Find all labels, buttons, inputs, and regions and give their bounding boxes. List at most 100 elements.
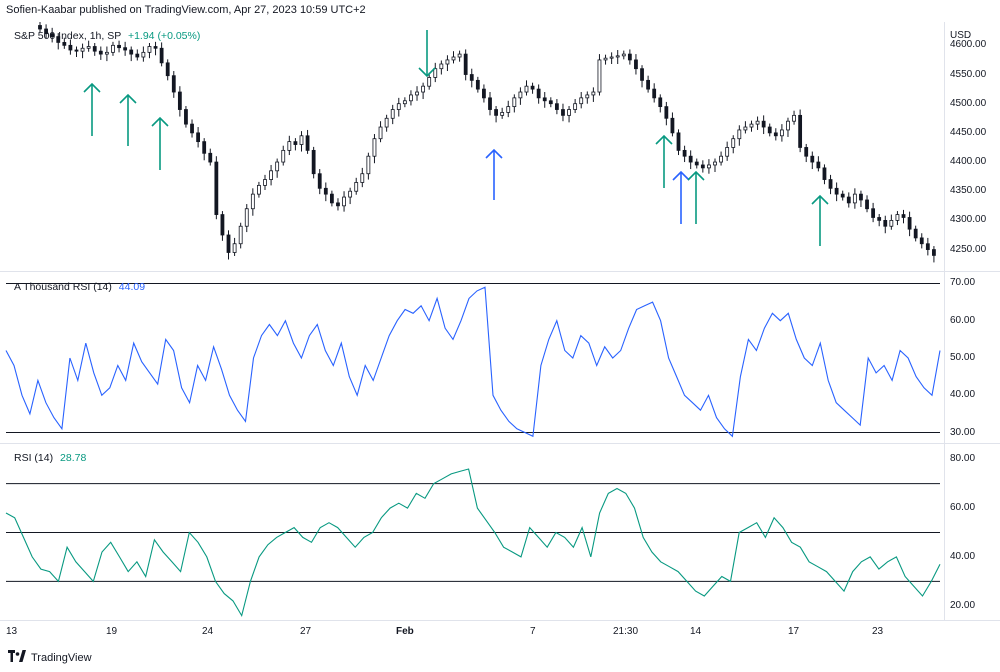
rsi-line xyxy=(5,468,941,618)
candle-body xyxy=(536,88,541,99)
candle-body xyxy=(86,46,91,49)
candle-body xyxy=(226,234,231,253)
rsi-legend-label: RSI (14) xyxy=(14,452,54,464)
candle-body xyxy=(573,103,578,110)
candle-body xyxy=(804,147,809,157)
candle-body xyxy=(396,103,401,110)
candle-body xyxy=(44,28,48,35)
candle-body xyxy=(615,55,620,58)
candle-body xyxy=(177,91,182,110)
candle-body xyxy=(323,187,328,195)
candle-body xyxy=(287,141,292,151)
candle-body xyxy=(74,49,79,52)
currency-label: USD xyxy=(950,30,972,41)
candle-body xyxy=(749,123,754,128)
candle-body xyxy=(135,53,140,58)
signal-arrow-up-icon xyxy=(687,170,705,181)
candle-body xyxy=(171,75,176,93)
y-tick-label: 4400.00 xyxy=(950,156,987,168)
candle-body xyxy=(415,91,419,96)
x-tick-label: 17 xyxy=(788,626,800,637)
candle-body xyxy=(190,123,194,134)
candle-body xyxy=(269,170,273,180)
candle-body xyxy=(700,164,705,169)
candle-body xyxy=(238,225,243,245)
y-tick-label: 4450.00 xyxy=(950,126,987,138)
candle-body xyxy=(579,97,584,105)
candle-body xyxy=(488,97,492,110)
candle-body xyxy=(196,132,201,143)
candle-body xyxy=(384,117,389,128)
candle-body xyxy=(348,190,353,198)
candle-body xyxy=(925,243,930,250)
price-legend[interactable]: S&P 500 Index, 1h, SP +1.94 (+0.05%) xyxy=(14,30,200,42)
candle-body xyxy=(378,126,383,140)
candle-body xyxy=(670,117,675,134)
candle-body xyxy=(548,100,553,105)
candle-body xyxy=(634,59,638,70)
rsi-legend[interactable]: RSI (14) 28.78 xyxy=(14,452,86,464)
candle-body xyxy=(482,88,486,99)
candle-body xyxy=(293,141,298,145)
candle-body xyxy=(202,141,207,154)
candle-body xyxy=(518,91,523,99)
publisher-header: Sofien-Kaabar published on TradingView.c… xyxy=(6,4,366,16)
candle-body xyxy=(591,91,596,96)
candle-body xyxy=(737,129,742,140)
y-tick-label: 4550.00 xyxy=(950,68,987,80)
candle-body xyxy=(542,97,547,102)
x-tick-label: 14 xyxy=(690,626,702,637)
signal-arrow-down-icon xyxy=(418,67,436,78)
candle-body xyxy=(646,79,651,90)
x-tick-label: 23 xyxy=(872,626,884,637)
y-tick-label: 40.00 xyxy=(950,550,976,562)
x-tick-label: 7 xyxy=(530,626,536,637)
candle-body xyxy=(141,51,146,58)
y-tick-label: 70.00 xyxy=(950,277,976,289)
y-tick-label: 4600.00 xyxy=(950,39,987,51)
candle-body xyxy=(907,217,912,230)
candle-body xyxy=(682,149,687,157)
candle-body xyxy=(50,33,55,37)
candle-body xyxy=(779,129,784,137)
candle-body xyxy=(707,164,711,169)
candle-body xyxy=(111,44,115,53)
candle-body xyxy=(603,57,608,61)
candle-body xyxy=(761,120,766,128)
candle-body xyxy=(877,217,882,221)
y-tick-label: 4500.00 xyxy=(950,97,987,109)
tradingview-logo-icon xyxy=(8,650,26,665)
signal-arrow-up-icon xyxy=(485,148,503,159)
x-tick-label: 24 xyxy=(202,626,214,637)
candle-body xyxy=(123,47,128,51)
candle-body xyxy=(475,79,480,90)
candle-body xyxy=(743,126,748,131)
candle-body xyxy=(354,182,359,192)
candle-body xyxy=(439,63,444,70)
candle-body xyxy=(865,199,869,210)
candle-body xyxy=(299,135,304,145)
candle-body xyxy=(810,155,815,163)
candle-body xyxy=(786,120,790,131)
candle-body xyxy=(98,50,103,55)
signal-arrow-up-icon xyxy=(655,134,673,145)
rsi1000-legend[interactable]: A Thousand RSI (14) 44.09 xyxy=(14,281,145,293)
tradingview-brand-text: TradingView xyxy=(31,651,92,664)
y-tick-label: 30.00 xyxy=(950,426,976,438)
candle-body xyxy=(336,202,340,207)
candle-body xyxy=(676,132,681,151)
candle-body xyxy=(317,173,322,189)
candle-body xyxy=(731,138,736,148)
candle-body xyxy=(932,249,936,256)
signal-arrow-up-icon xyxy=(119,93,137,104)
price-legend-change: +1.94 (+0.05%) xyxy=(127,30,201,42)
candle-body xyxy=(281,149,286,163)
candle-body xyxy=(457,53,462,58)
candle-body xyxy=(366,155,371,175)
candle-body xyxy=(104,51,109,55)
candle-body xyxy=(852,193,857,204)
price-legend-label: S&P 500 Index, 1h, SP xyxy=(14,30,122,42)
candle-body xyxy=(421,85,426,93)
candle-body xyxy=(627,53,632,61)
